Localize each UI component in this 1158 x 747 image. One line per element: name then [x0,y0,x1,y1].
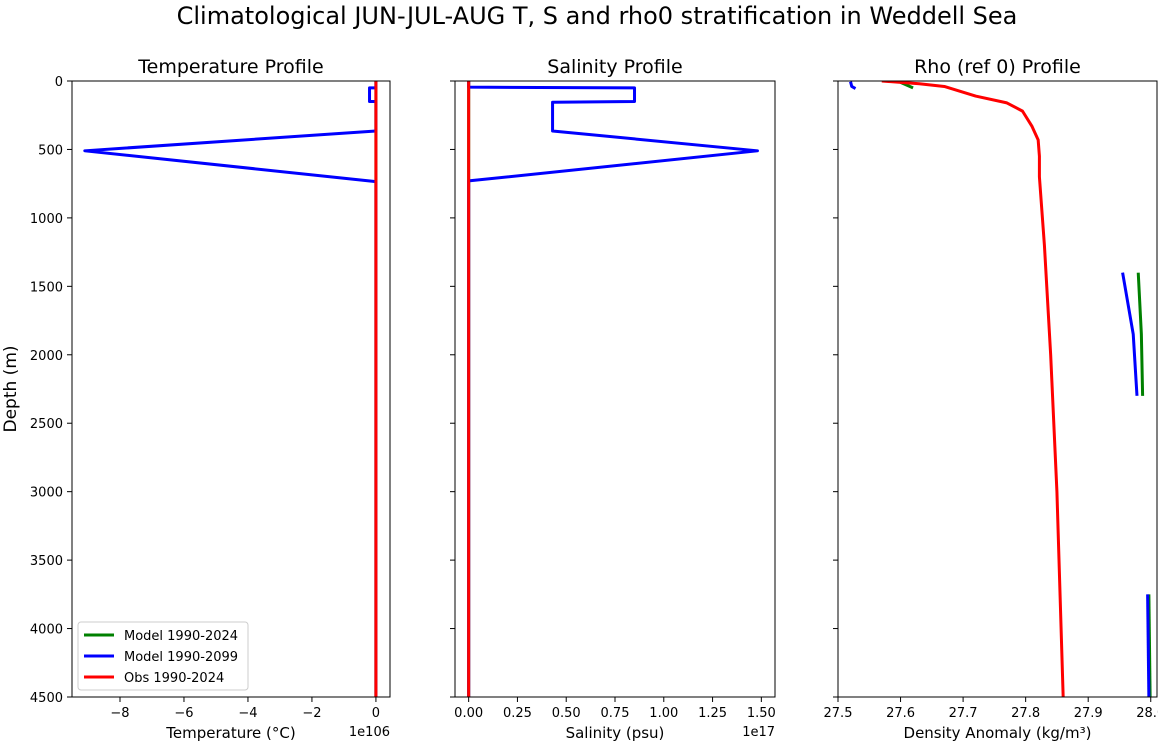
x-tick-label: 0.25 [503,706,532,721]
series-line-obs-1990-2024 [881,81,1065,697]
y-tick-label: 4500 [30,691,63,706]
x-tick-label: 27.6 [886,706,915,721]
x-tick-label: 1.50 [747,706,776,721]
axes-frame [454,80,776,698]
x-tick-label: 27.8 [1011,706,1040,721]
series-line-model-1990-2099 [1146,594,1151,697]
series-line-model-1990-2099 [1121,272,1139,396]
x-axis-label: Temperature (°C) [165,724,295,742]
x-axis-label: Salinity (psu) [566,724,665,742]
figure-title: Climatological JUN-JUL-AUG T, S and rho0… [177,2,1018,30]
panel-title: Rho (ref 0) Profile [914,56,1081,78]
x-tick-label: 0 [372,706,380,721]
legend: Model 1990-2024 Model 1990-2099 Obs 1990-2… [77,621,249,691]
x-tick-label: 1.25 [698,706,727,721]
y-tick-label: 3000 [30,486,63,501]
x-offset-text: 1e17 [742,725,775,740]
series-line-model-1990-2024 [1136,272,1145,396]
legend-label: Model 1990-2024 [124,629,238,644]
panel-1: Salinity Profile Salinity (psu) 1e17 0.00 0.… [450,56,776,742]
series-line-model-1990-2099 [467,81,759,697]
x-tick-label: −4 [238,706,257,721]
x-tick-label: 27.9 [1074,706,1103,721]
x-tick-label: 0.00 [454,706,483,721]
x-tick-label: −6 [174,706,193,721]
x-offset-text: 1e106 [349,725,390,740]
x-tick-label: −8 [110,706,129,721]
x-tick-label: 27.5 [824,706,853,721]
x-tick-label: 27.7 [949,706,978,721]
legend-label: Model 1990-2099 [124,650,238,665]
series-line-model-1990-2099 [849,81,857,90]
y-tick-label: 3500 [30,554,63,569]
y-tick-label: 2500 [30,417,63,432]
legend-label: Obs 1990-2024 [124,671,224,686]
panel-2: Rho (ref 0) Profile Density Anomaly (kg/m… [824,56,1158,742]
x-tick-label: 0.50 [552,706,581,721]
panel-title: Salinity Profile [547,56,682,78]
x-tick-label: 28.0 [1136,706,1158,721]
axes-frame [71,80,391,698]
y-tick-label: 4000 [30,623,63,638]
x-tick-label: 0.75 [601,706,630,721]
y-tick-label: 1500 [30,280,63,295]
y-tick-label: 500 [38,143,63,158]
x-axis-label: Density Anomaly (kg/m³) [904,724,1092,742]
y-axis-label: Depth (m) [1,345,21,432]
series-line-model-1990-2099 [83,81,378,697]
y-tick-label: 2000 [30,349,63,364]
panel-title: Temperature Profile [137,56,323,78]
axes-frame [837,80,1158,698]
y-tick-label: 1000 [30,212,63,227]
x-tick-label: −2 [302,706,321,721]
panel-0: Temperature Profile Temperature (°C) 1e106… [30,56,391,742]
y-tick-label: 0 [55,75,63,90]
x-tick-label: 1.00 [649,706,678,721]
